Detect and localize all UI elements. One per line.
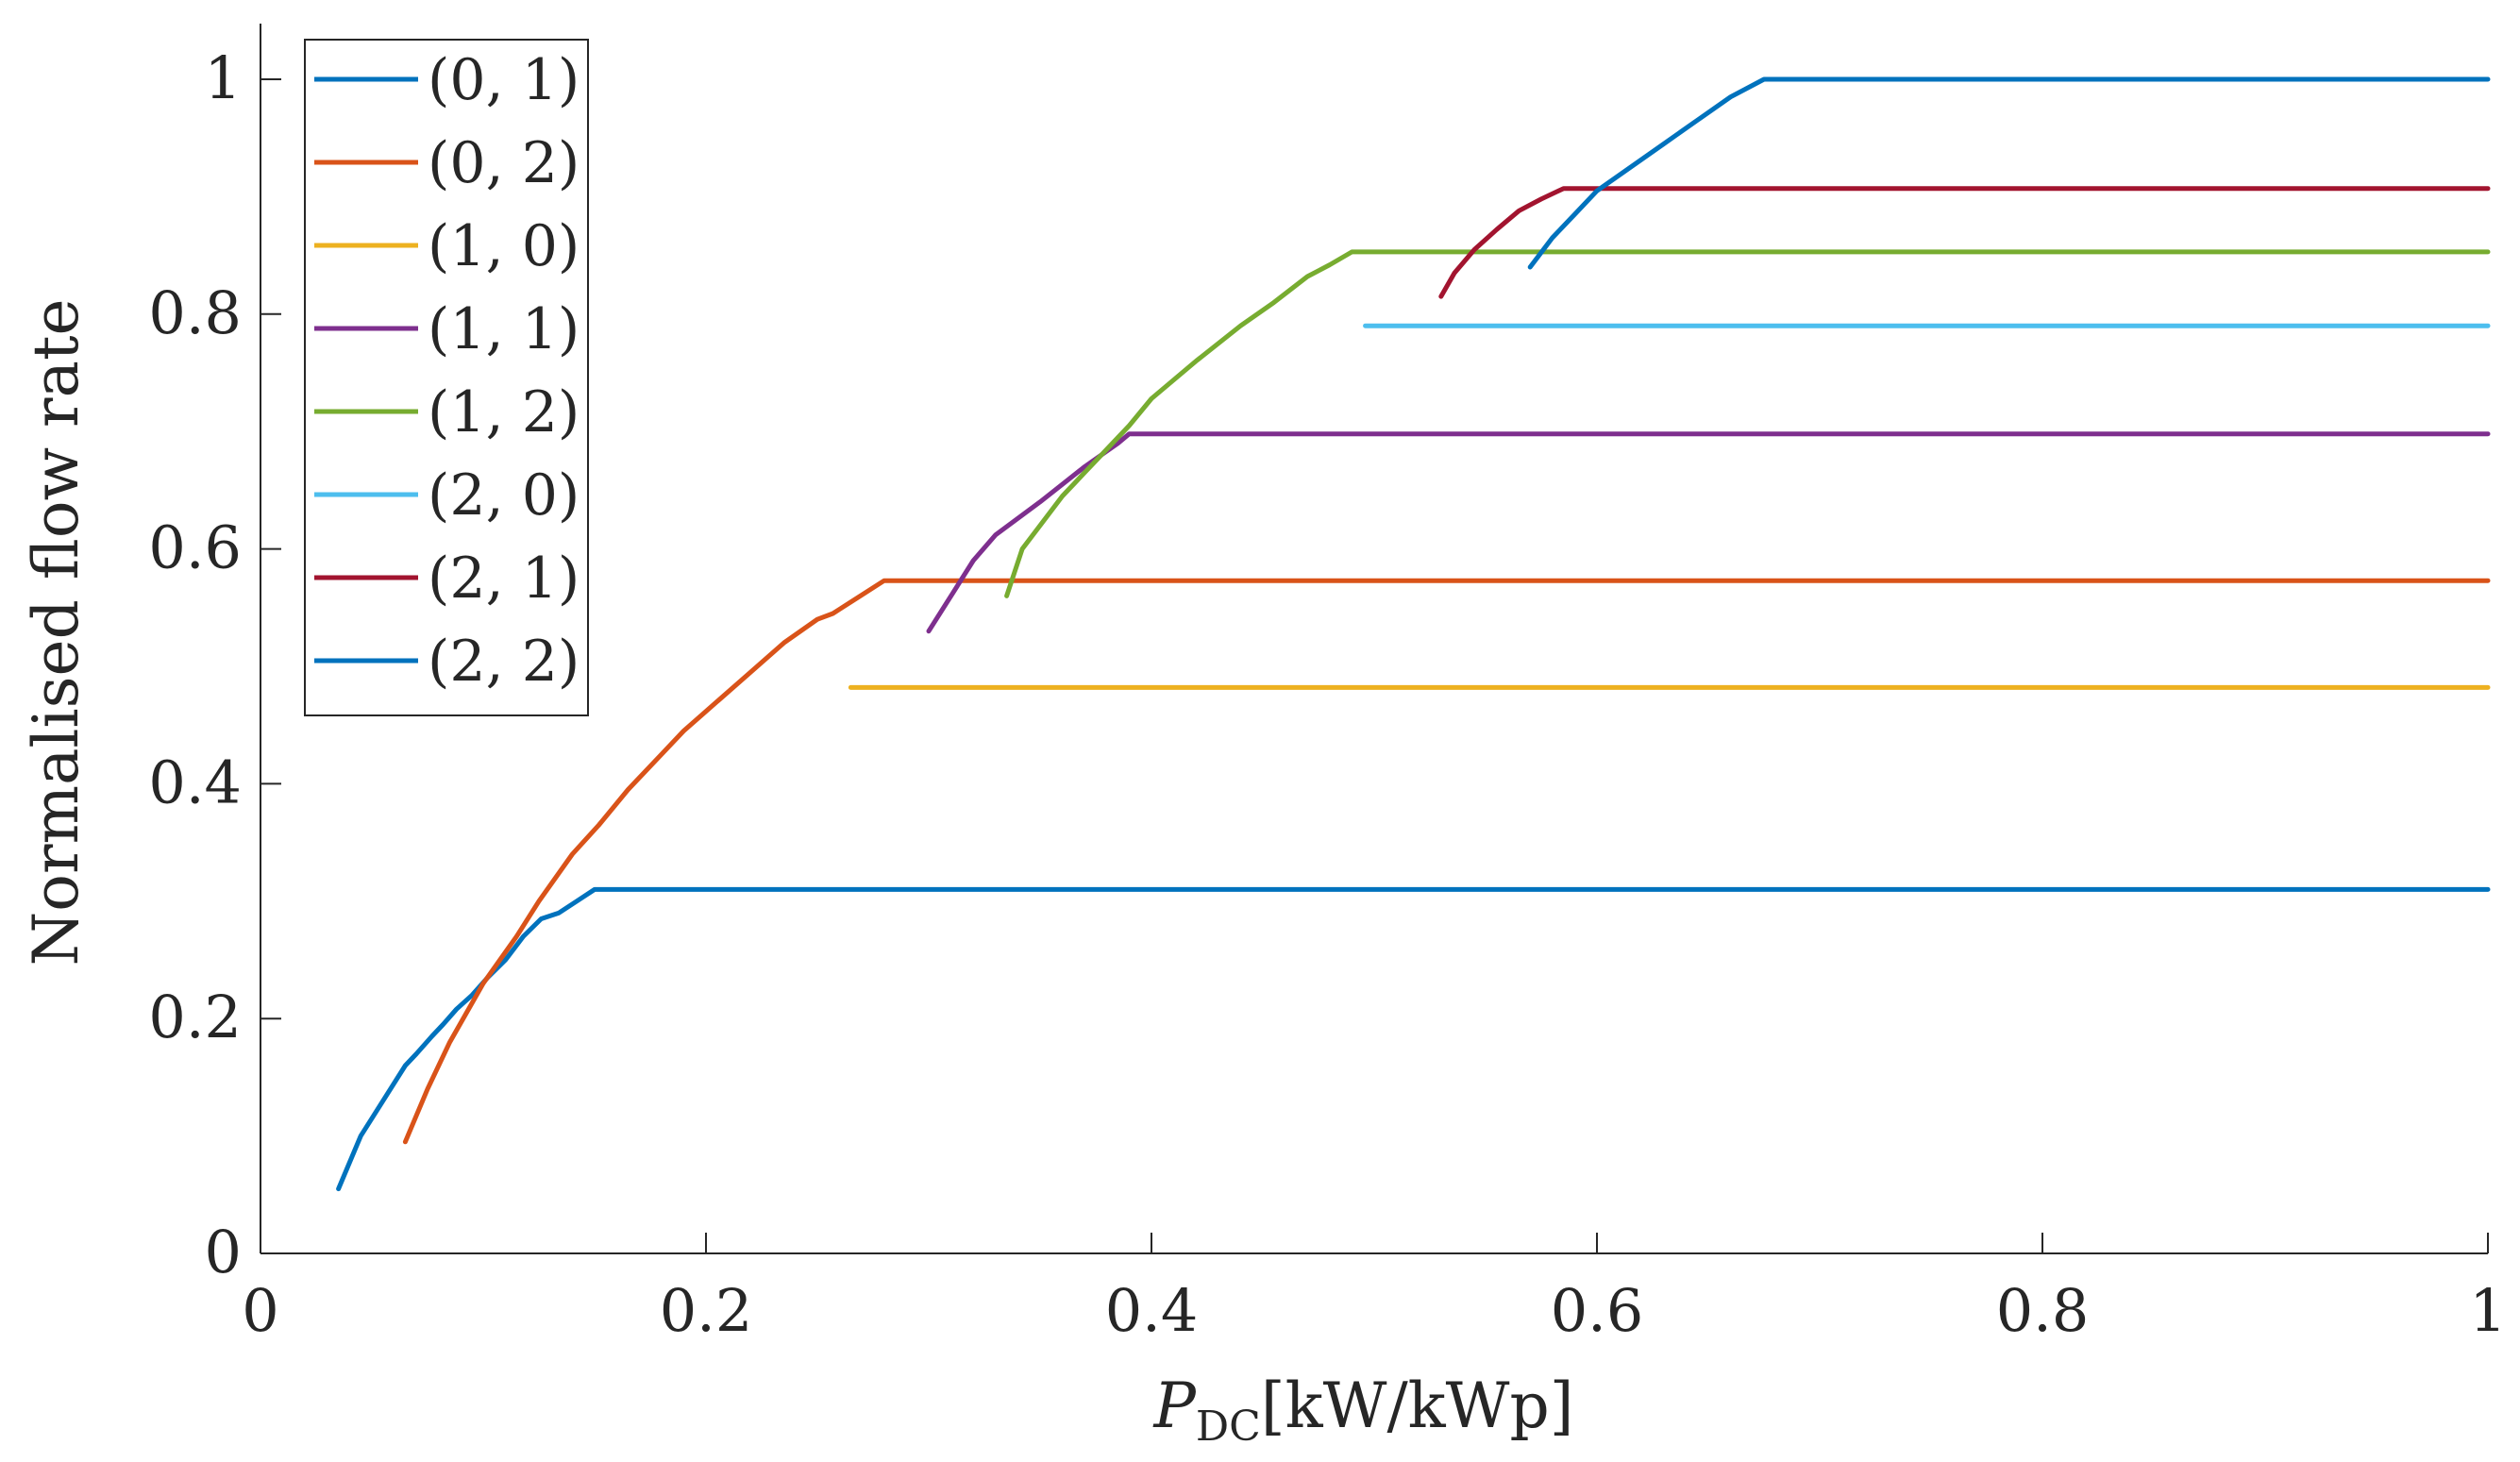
legend: (0, 1) (0, 2) (1, 0) (1, 1) (1, 2) (2, 0) (2, … bbox=[304, 39, 589, 716]
x-tick-label: 1 bbox=[2469, 1276, 2506, 1345]
legend-label-5: (1, 2) bbox=[428, 379, 580, 445]
legend-label-7: (2, 1) bbox=[428, 546, 580, 612]
legend-label-3: (1, 0) bbox=[428, 213, 580, 279]
series-line-2 bbox=[402, 578, 2491, 1145]
legend-label-4: (1, 1) bbox=[428, 296, 580, 362]
ticks-layer: 0 0.2 0.4 0.6 0.8 1 0 0.2 0.4 0.6 0.8 1 bbox=[148, 43, 2506, 1345]
legend-label-2: (0, 2) bbox=[428, 130, 580, 196]
y-tick-label: 0.2 bbox=[148, 983, 242, 1051]
series-line-1 bbox=[336, 886, 2491, 1192]
x-tick-label: 0 bbox=[242, 1276, 278, 1345]
y-tick-label: 1 bbox=[205, 43, 242, 112]
series-line-7 bbox=[1438, 186, 2491, 299]
x-axis-label-sub: DC bbox=[1196, 1403, 1261, 1451]
legend-box bbox=[304, 39, 589, 716]
series-line-4 bbox=[926, 431, 2491, 634]
legend-label-6: (2, 0) bbox=[428, 462, 580, 529]
legend-label-1: (0, 1) bbox=[428, 47, 580, 113]
series-line-5 bbox=[1004, 249, 2491, 598]
axes-box bbox=[260, 24, 2488, 1254]
x-tick-label: 0.6 bbox=[1551, 1276, 1644, 1345]
x-axis-label-main: P bbox=[1152, 1370, 1197, 1442]
legend-items: (0, 1) (0, 2) (1, 0) (1, 1) (1, 2) (2, 0) (2, … bbox=[314, 47, 580, 695]
y-tick-label: 0.4 bbox=[148, 748, 242, 816]
x-axis-label: PDC[kW/kWp] bbox=[1152, 1370, 1573, 1451]
x-tick-label: 0.4 bbox=[1105, 1276, 1199, 1345]
legend-label-8: (2, 2) bbox=[428, 629, 580, 695]
x-axis-label-unit: [kW/kWp] bbox=[1261, 1370, 1574, 1442]
y-axis-label: Normalised flow rate bbox=[20, 298, 92, 966]
y-tick-label: 0 bbox=[205, 1218, 242, 1286]
x-tick-label: 0.8 bbox=[1996, 1276, 2090, 1345]
y-tick-label: 0.6 bbox=[148, 513, 242, 582]
series-line-8 bbox=[1527, 76, 2491, 270]
y-tick-label: 0.8 bbox=[148, 278, 242, 347]
x-tick-label: 0.2 bbox=[660, 1276, 753, 1345]
series-layer bbox=[336, 76, 2491, 1192]
